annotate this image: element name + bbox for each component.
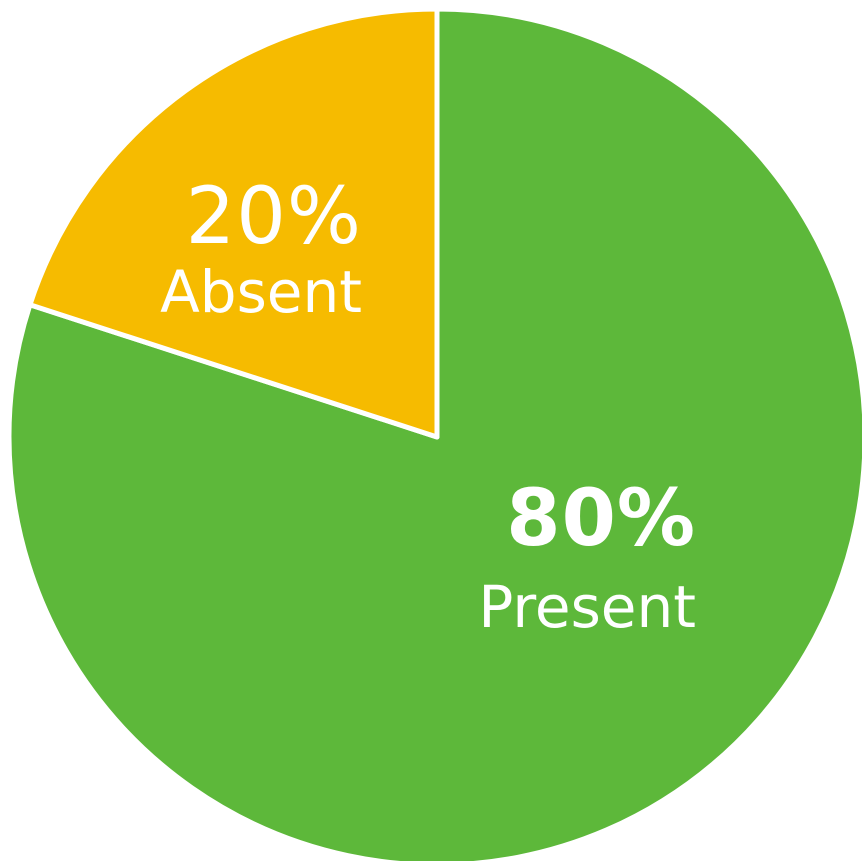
pie-labels: 20% Absent 80% Present (160, 172, 696, 641)
slice-present-category-label: Present (478, 573, 696, 641)
slice-absent-value-label: 20% (186, 172, 362, 262)
pie-slices (6, 6, 862, 861)
slice-present-value-label: 80% (506, 474, 696, 564)
slice-absent-category-label: Absent (160, 258, 362, 326)
pie-slice-present (6, 6, 862, 861)
pie-slice-absent (27, 6, 440, 440)
